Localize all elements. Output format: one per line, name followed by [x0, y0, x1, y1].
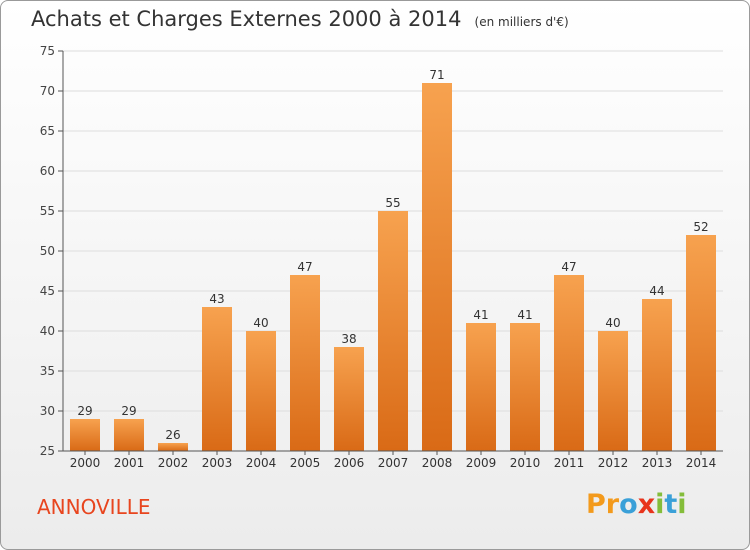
y-tick-label: 40 [40, 324, 55, 338]
x-tick-label-2011: 2011 [554, 456, 585, 470]
value-label-2005: 47 [297, 260, 312, 274]
bar-2007 [378, 211, 408, 451]
logo-letter: r [605, 489, 620, 520]
bar-2012 [598, 331, 628, 451]
bar-2002 [158, 443, 188, 451]
y-tick-label: 45 [40, 284, 55, 298]
bar-2009 [466, 323, 496, 451]
value-label-2000: 29 [77, 404, 92, 418]
x-tick-label-2008: 2008 [422, 456, 453, 470]
y-tick-label: 70 [40, 84, 55, 98]
bar-2005 [290, 275, 320, 451]
y-tick-label: 60 [40, 164, 55, 178]
value-label-2013: 44 [649, 284, 664, 298]
bar-2006 [334, 347, 364, 451]
y-tick-label: 75 [40, 44, 55, 58]
logo-letter: i [655, 489, 665, 520]
bar-2001 [114, 419, 144, 451]
x-tick-label-2013: 2013 [642, 456, 673, 470]
value-label-2011: 47 [561, 260, 576, 274]
logo-letter: x [637, 489, 656, 520]
value-label-2002: 26 [165, 428, 180, 442]
bar-2013 [642, 299, 672, 451]
bar-2010 [510, 323, 540, 451]
bar-2008 [422, 83, 452, 451]
y-tick-label: 25 [40, 444, 55, 458]
x-tick-label-2005: 2005 [290, 456, 321, 470]
value-label-2007: 55 [385, 196, 400, 210]
proxiti-logo: Proxiti [586, 489, 687, 520]
value-label-2009: 41 [473, 308, 488, 322]
value-label-2004: 40 [253, 316, 268, 330]
bar-2014 [686, 235, 716, 451]
value-label-2003: 43 [209, 292, 224, 306]
x-tick-label-2014: 2014 [686, 456, 717, 470]
logo-letter: i [677, 489, 687, 520]
logo-letter: t [664, 489, 678, 520]
bar-2011 [554, 275, 584, 451]
x-tick-label-2000: 2000 [70, 456, 101, 470]
value-label-2001: 29 [121, 404, 136, 418]
y-tick-label: 30 [40, 404, 55, 418]
value-label-2014: 52 [693, 220, 708, 234]
value-label-2006: 38 [341, 332, 356, 346]
y-tick-label: 65 [40, 124, 55, 138]
y-tick-label: 55 [40, 204, 55, 218]
x-tick-label-2010: 2010 [510, 456, 541, 470]
x-tick-label-2003: 2003 [202, 456, 233, 470]
commune-name: ANNOVILLE [37, 495, 151, 519]
y-tick-label: 35 [40, 364, 55, 378]
chart-title-block: Achats et Charges Externes 2000 à 2014 (… [31, 7, 569, 31]
x-tick-label-2006: 2006 [334, 456, 365, 470]
x-tick-label-2012: 2012 [598, 456, 629, 470]
bar-2003 [202, 307, 232, 451]
x-tick-label-2001: 2001 [114, 456, 145, 470]
x-tick-label-2002: 2002 [158, 456, 189, 470]
value-label-2008: 71 [429, 68, 444, 82]
logo-letter: o [619, 489, 638, 520]
chart-title: Achats et Charges Externes 2000 à 2014 [31, 7, 462, 31]
logo-letter: P [586, 489, 606, 520]
x-tick-label-2009: 2009 [466, 456, 497, 470]
chart-subtitle: (en milliers d'€) [474, 15, 569, 29]
y-tick-label: 50 [40, 244, 55, 258]
x-tick-label-2004: 2004 [246, 456, 277, 470]
bar-2004 [246, 331, 276, 451]
value-label-2010: 41 [517, 308, 532, 322]
x-tick-label-2007: 2007 [378, 456, 409, 470]
bar-2000 [70, 419, 100, 451]
value-label-2012: 40 [605, 316, 620, 330]
